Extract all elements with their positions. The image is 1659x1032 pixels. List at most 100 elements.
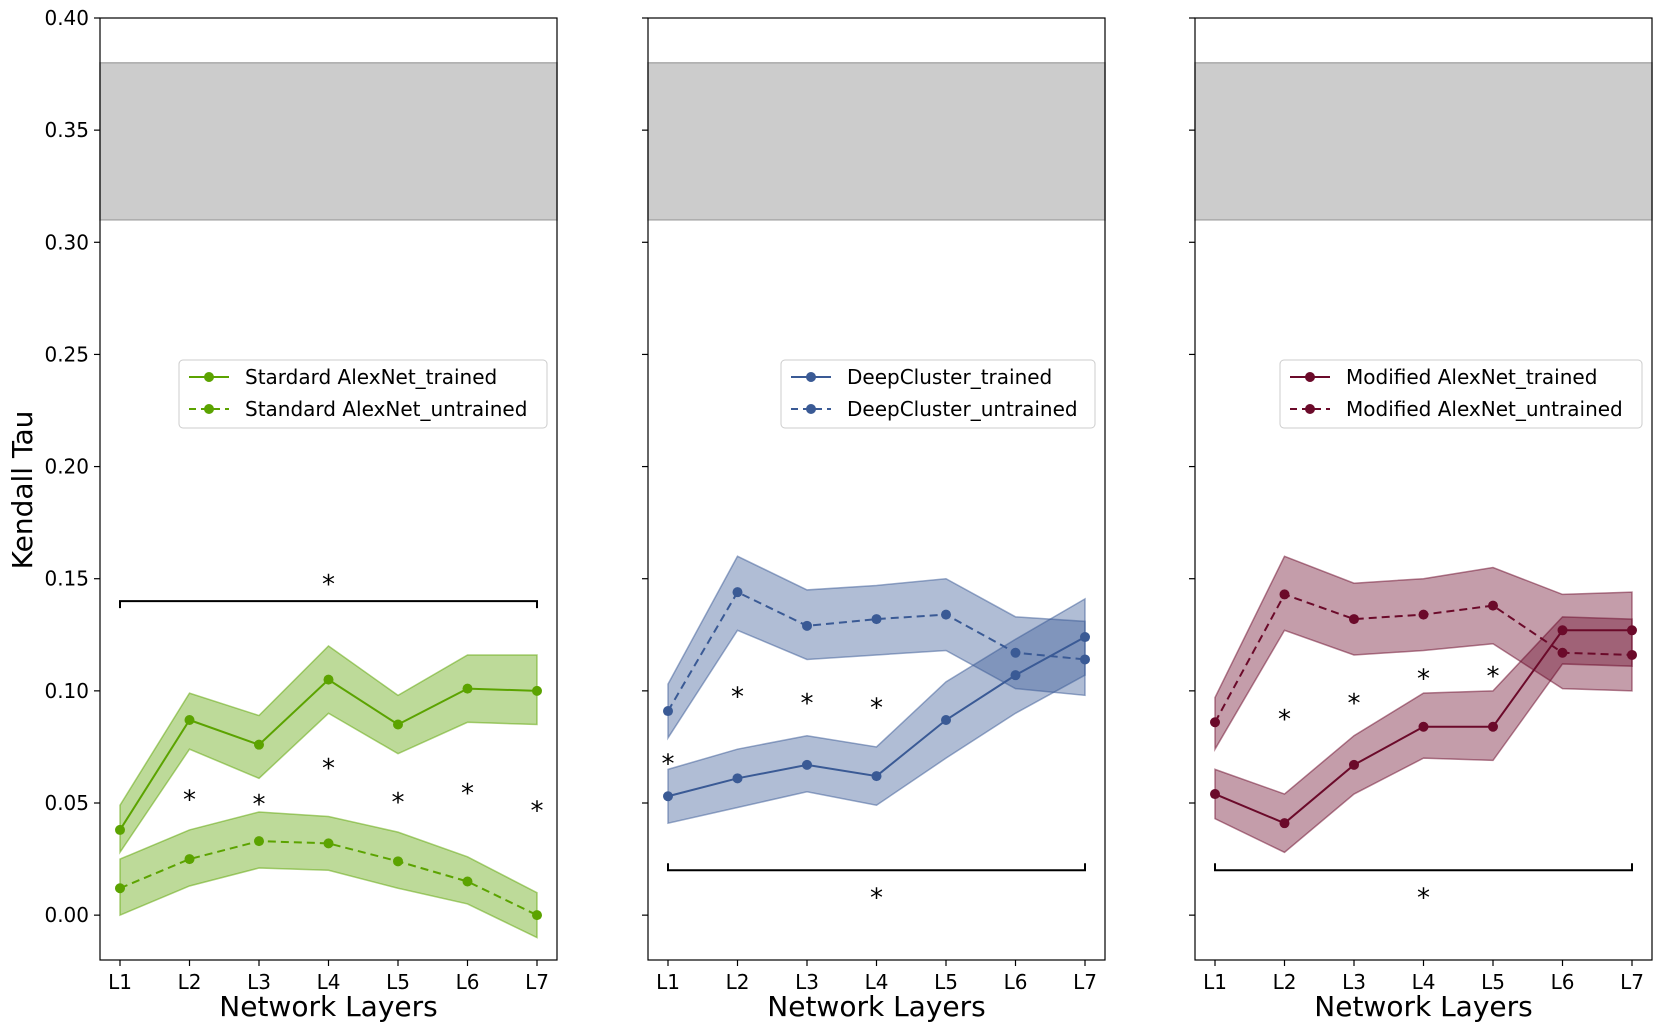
significance-star: * <box>1278 705 1291 735</box>
significance-star: * <box>392 788 405 818</box>
data-point <box>871 771 882 782</box>
y-tick-label: 0.35 <box>44 118 89 142</box>
x-tick-label: L4 <box>317 970 341 994</box>
x-tick-label: L6 <box>1004 970 1028 994</box>
legend-marker-series-2 <box>204 404 214 414</box>
data-point <box>1418 721 1429 732</box>
data-point <box>1627 649 1637 660</box>
significance-bracket <box>667 863 1086 872</box>
data-point <box>323 674 334 685</box>
x-tick-label: L3 <box>247 970 271 994</box>
legend-marker-series-2 <box>806 404 816 414</box>
data-point <box>1080 654 1090 665</box>
data-point <box>732 773 743 784</box>
legend-label-series-2: Modified AlexNet_untrained <box>1346 397 1623 421</box>
legend-box <box>1279 359 1643 429</box>
reference-band <box>647 62 1106 221</box>
x-tick-label: L5 <box>1481 970 1505 994</box>
y-tick-label: 0.25 <box>44 342 89 366</box>
y-tick-label: 0.00 <box>44 903 89 927</box>
data-point <box>323 838 334 849</box>
x-tick-label: L5 <box>934 970 958 994</box>
x-tick-label: L7 <box>1620 970 1644 994</box>
legend-label-series-1: Stardard AlexNet_trained <box>245 365 497 389</box>
legend-marker-series-1 <box>1305 372 1315 382</box>
data-point <box>1349 759 1359 770</box>
x-axis-label: Network Layers <box>1314 990 1532 1023</box>
data-point <box>115 824 125 835</box>
data-point <box>254 739 264 750</box>
data-point <box>393 856 403 867</box>
confidence-band-series-2 <box>1214 555 1633 752</box>
significance-star: * <box>461 779 474 809</box>
data-point <box>1210 789 1220 800</box>
significance-bracket <box>119 600 538 609</box>
data-point <box>1010 647 1021 658</box>
data-point <box>532 685 542 696</box>
x-tick-label: L3 <box>795 970 819 994</box>
data-point <box>663 706 673 717</box>
data-point <box>462 683 473 694</box>
data-point <box>1010 670 1021 681</box>
significance-star: * <box>801 689 814 719</box>
significance-star: * <box>253 790 266 820</box>
confidence-band-series-2 <box>667 555 1086 741</box>
data-point <box>1557 625 1568 636</box>
data-point <box>1418 609 1429 620</box>
significance-star: * <box>1348 689 1361 719</box>
bracket-star: * <box>1417 883 1430 913</box>
data-point <box>1279 818 1290 829</box>
significance-star: * <box>1487 662 1500 692</box>
data-point <box>1080 632 1090 643</box>
x-tick-label: L1 <box>656 970 680 994</box>
data-point <box>941 715 951 726</box>
significance-star: * <box>322 754 335 784</box>
legend-box <box>780 359 1096 429</box>
x-tick-label: L2 <box>178 970 202 994</box>
legend-marker-series-2 <box>1305 404 1315 414</box>
x-tick-label: L4 <box>1412 970 1436 994</box>
y-axis-label: Kendall Tau <box>6 411 39 570</box>
significance-star: * <box>183 786 196 816</box>
data-point <box>532 910 542 921</box>
x-axis-label: Network Layers <box>219 990 437 1023</box>
data-point <box>941 609 951 620</box>
y-tick-label: 0.05 <box>44 791 89 815</box>
x-tick-label: L1 <box>108 970 132 994</box>
legend-label-series-2: Standard AlexNet_untrained <box>245 397 527 421</box>
legend-box <box>178 359 548 429</box>
data-point <box>393 719 403 730</box>
x-tick-label: L5 <box>386 970 410 994</box>
x-tick-label: L6 <box>1551 970 1575 994</box>
data-point <box>1279 589 1290 600</box>
data-point <box>184 715 195 726</box>
significance-star: * <box>531 797 544 827</box>
legend-label-series-2: DeepCluster_untrained <box>847 397 1078 421</box>
y-tick-label: 0.30 <box>44 230 89 254</box>
chart-panel-1: * * * * * * * 0.00 0.05 0.10 0.15 0.20 0.25 0.30 0.35 0… <box>44 6 558 1023</box>
legend-marker-series-1 <box>204 372 214 382</box>
y-tick-label: 0.15 <box>44 567 89 591</box>
bracket-star: * <box>870 883 883 913</box>
x-tick-label: L7 <box>1073 970 1097 994</box>
data-point <box>462 876 473 887</box>
significance-star: * <box>1417 664 1430 694</box>
x-tick-label: L3 <box>1342 970 1366 994</box>
x-tick-label: L2 <box>1273 970 1297 994</box>
data-point <box>1210 717 1220 728</box>
y-tick-label: 0.10 <box>44 679 89 703</box>
data-point <box>1557 647 1568 658</box>
legend-marker-series-1 <box>806 372 816 382</box>
significance-star: * <box>662 750 675 780</box>
y-tick-label: 0.20 <box>44 455 89 479</box>
legend-label-series-1: DeepCluster_trained <box>847 365 1052 389</box>
chart-panel-3: * * * * * L1 L2 L3 L4 L5 L6 L7 Network Layers Modifie… <box>1189 17 1653 1023</box>
legend-label-series-1: Modified AlexNet_trained <box>1346 365 1597 389</box>
data-point <box>802 620 812 631</box>
data-point <box>184 854 195 865</box>
confidence-band-series-1 <box>119 645 538 855</box>
chart-panel-2: * * * * * L1 L2 L3 L4 L5 L6 L7 Network Layers DeepClu… <box>642 17 1106 1023</box>
x-axis-label: Network Layers <box>767 990 985 1023</box>
reference-band <box>99 62 558 221</box>
